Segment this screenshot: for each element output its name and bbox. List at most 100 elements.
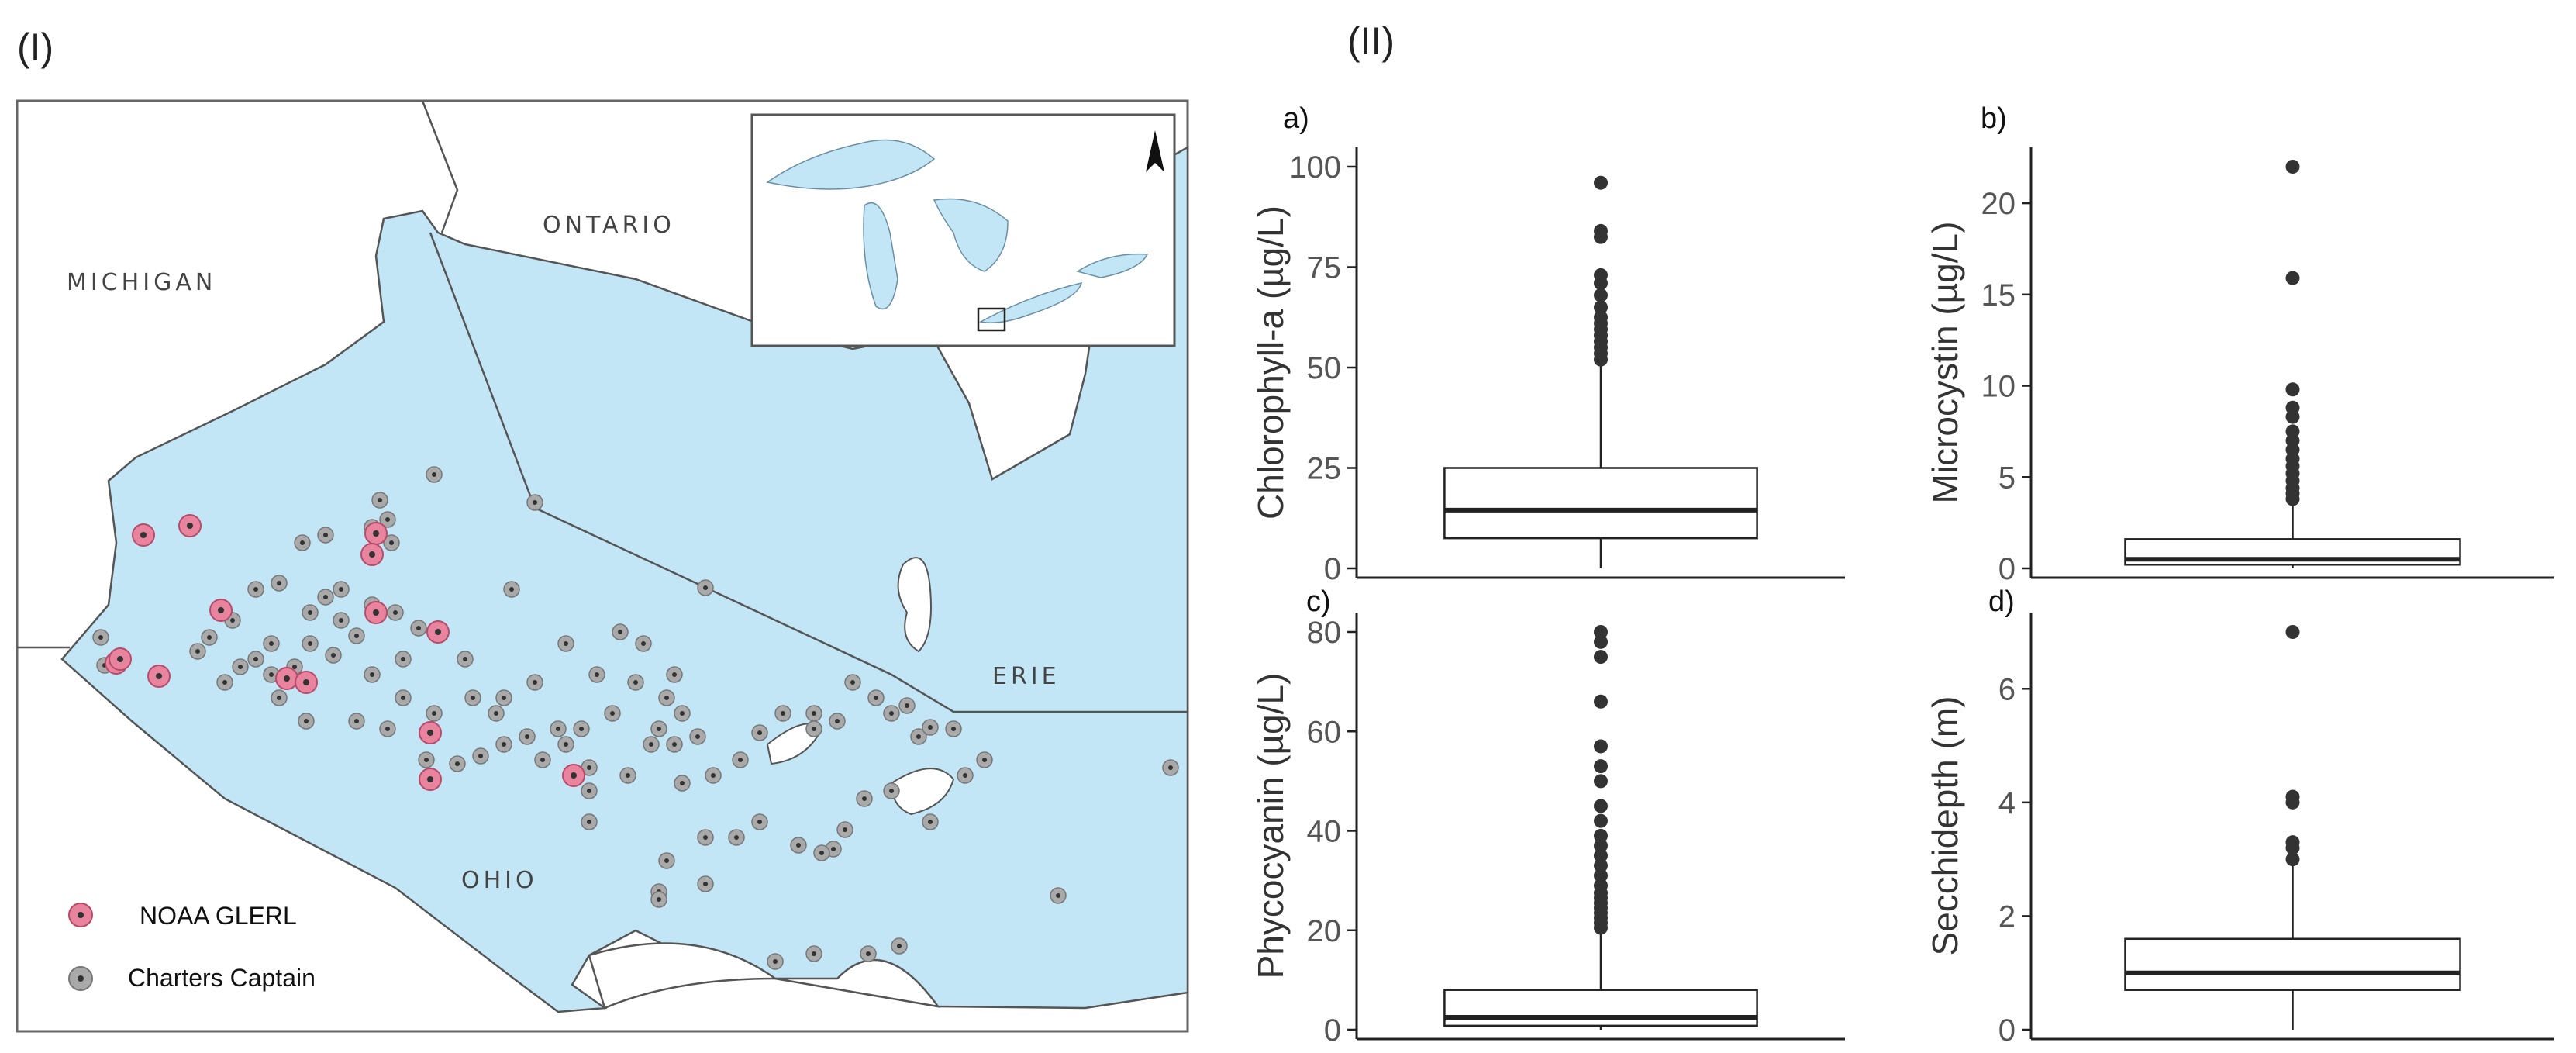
sample-point-center <box>757 820 762 824</box>
sample-point-center <box>812 711 816 716</box>
label-erie: ERIE <box>992 663 1060 690</box>
y-tick-label: 0 <box>1998 1013 2016 1048</box>
sample-point-center <box>304 719 309 723</box>
sample-point-center <box>595 672 599 677</box>
sample-point-center <box>812 951 816 956</box>
outlier-point <box>1594 300 1608 315</box>
sample-point-center <box>195 649 200 654</box>
sample-point-center <box>253 587 258 592</box>
y-tick-label: 0 <box>1324 552 1341 586</box>
sample-point-center <box>843 827 847 832</box>
outlier-point <box>1594 650 1608 665</box>
sample-point-center <box>187 523 193 529</box>
sample-point-center <box>117 656 123 662</box>
sample-point-center <box>292 665 297 669</box>
land-marblehead <box>774 958 940 1008</box>
outlier-point <box>1594 310 1608 325</box>
sample-point-center <box>385 727 390 731</box>
sample-point-center <box>657 897 661 902</box>
outlier-point <box>1594 868 1608 883</box>
sample-point-center <box>140 532 147 538</box>
sample-point-center <box>424 758 429 762</box>
sample-point-center <box>284 675 290 682</box>
sample-point-center <box>207 635 212 640</box>
panel-sublabel: a) <box>1283 102 1309 135</box>
y-tick-label: 15 <box>1981 278 2016 312</box>
lake-erie-sampling-map: MICHIGAN ONTARIO OHIO ERIE NOAA GLERL Ch… <box>16 99 1189 1033</box>
sample-point-center <box>734 835 739 840</box>
outlier-point <box>1594 799 1608 813</box>
sample-point-center <box>831 847 836 851</box>
y-tick-label: 2 <box>1998 899 2016 934</box>
iqr-box <box>2124 937 2461 991</box>
sample-point-center <box>680 711 685 716</box>
sample-point-center <box>230 618 235 623</box>
sample-point-center <box>432 472 436 477</box>
sample-point-center <box>796 843 801 848</box>
sample-point-center <box>354 719 359 723</box>
y-axis-title: Secchidepth (m) <box>1925 696 1965 956</box>
boxplot-microcystin: b) 0 5 10 15 20 Microcystin (µg/L) <box>1925 102 2554 586</box>
boxplot-secchidepth: d) 0 2 4 6 Secchidepth (m) <box>1925 589 2554 1048</box>
sample-point-center <box>889 711 894 716</box>
sample-point-center <box>339 618 343 623</box>
sample-point-center <box>354 634 359 638</box>
sample-point-center <box>812 727 816 731</box>
outlier-point <box>2285 835 2300 850</box>
sample-point-center <box>308 641 312 646</box>
outlier-point <box>1594 774 1608 789</box>
sample-point-center <box>564 641 568 646</box>
inset-study-area-box <box>977 307 1006 332</box>
sample-point-center <box>540 758 545 762</box>
sample-point-center <box>1056 893 1060 898</box>
legend-marker-noaa-center <box>78 912 84 918</box>
panel-sublabel: d) <box>1988 589 2015 618</box>
outlier-point <box>1594 813 1608 828</box>
outlier-point <box>1594 858 1608 873</box>
sample-point-center <box>427 730 433 736</box>
sample-point-center <box>455 761 460 766</box>
sample-point-center <box>850 680 855 685</box>
sample-point-center <box>478 754 483 758</box>
label-ontario: ONTARIO <box>543 212 675 239</box>
outlier-point <box>2285 789 2300 804</box>
outlier-point <box>1594 759 1608 774</box>
sample-point-center <box>579 727 584 731</box>
outlier-point <box>2285 160 2300 174</box>
sample-point-center <box>98 635 103 640</box>
sample-point-center <box>703 585 708 590</box>
sample-point-center <box>587 765 591 770</box>
sample-point-center <box>587 789 591 793</box>
y-tick-label: 4 <box>1998 786 2016 820</box>
land-sandusky <box>588 942 778 1010</box>
sample-point-center <box>323 595 328 599</box>
panel-label-i: (I) <box>17 26 54 69</box>
inset-lake-huron <box>933 198 1009 272</box>
outlier-point <box>1594 634 1608 649</box>
y-tick-label: 20 <box>1981 187 2016 221</box>
sample-point-center <box>369 551 375 558</box>
y-tick-label: 75 <box>1307 251 1342 285</box>
sample-points <box>92 466 1179 970</box>
legend-label-charters: Charters Captain <box>128 964 316 992</box>
outlier-point <box>2285 852 2300 867</box>
boxplot-chlorophyll: a) 0 25 50 75 100 Chlorophyll-a (µg/L) <box>1250 102 1845 586</box>
sample-point-center <box>657 727 661 731</box>
sample-point-center <box>502 742 506 747</box>
sample-point-center <box>300 540 305 545</box>
y-tick-label: 10 <box>1981 370 2016 404</box>
sample-point-center <box>463 657 467 661</box>
y-tick-label: 20 <box>1307 914 1342 948</box>
y-tick-label: 0 <box>1324 1013 1341 1048</box>
inset-great-lakes <box>750 113 1176 347</box>
sample-point-center <box>916 734 921 739</box>
sample-point-center <box>156 673 162 679</box>
sample-point-center <box>427 776 433 782</box>
sample-point-center <box>571 772 577 779</box>
international-boundary <box>429 232 1188 713</box>
inset-lake-michigan <box>863 202 898 310</box>
sample-point-center <box>618 630 622 634</box>
sample-point-center <box>416 626 421 630</box>
sample-point-center <box>641 641 646 646</box>
sample-point-center <box>378 498 382 502</box>
